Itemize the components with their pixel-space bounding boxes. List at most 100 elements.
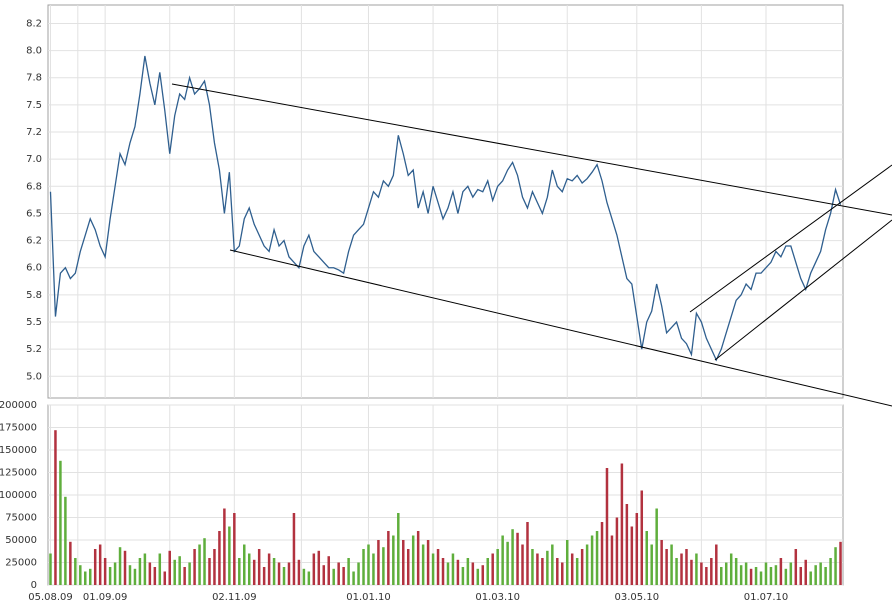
volume-bar <box>213 549 216 585</box>
volume-bar <box>804 559 807 585</box>
volume-bar <box>406 549 410 585</box>
volume-bar <box>54 430 57 585</box>
volume-bar <box>570 553 574 585</box>
volume-bar <box>526 522 529 585</box>
volume-bar <box>342 567 345 585</box>
y-tick-label: 150000 <box>0 445 37 456</box>
y-tick-label: 5.2 <box>26 344 42 355</box>
volume-bar <box>625 504 629 585</box>
y-tick-label: 25000 <box>5 558 37 569</box>
volume-bar <box>153 567 157 585</box>
volume-bar <box>138 558 142 585</box>
x-tick-label: 01.07.10 <box>744 592 789 603</box>
volume-bar <box>118 547 122 585</box>
volume-bar <box>411 535 415 585</box>
volume-bar <box>267 553 271 585</box>
volume-bar <box>759 571 763 585</box>
volume-bar <box>128 565 132 585</box>
y-tick-label: 6.2 <box>26 236 42 247</box>
y-tick-label: 7.8 <box>26 73 42 84</box>
volume-bar <box>332 568 335 585</box>
volume-bar <box>829 558 832 585</box>
trend-line <box>229 249 892 407</box>
volume-bar <box>511 529 514 585</box>
trend-line <box>689 164 892 313</box>
volume-bar <box>108 567 112 585</box>
y-tick-label: 100000 <box>0 490 37 501</box>
volume-bar <box>272 558 276 585</box>
y-tick-label: 6.5 <box>26 208 42 219</box>
volume-bar <box>307 571 311 585</box>
y-tick-label: 7.2 <box>26 127 42 138</box>
volume-bar <box>546 550 549 585</box>
volume-bar <box>819 562 822 585</box>
y-tick-label: 6.8 <box>26 181 42 192</box>
volume-bar <box>123 550 127 585</box>
trend-line <box>171 83 892 216</box>
volume-bar <box>670 544 673 585</box>
volume-bar <box>297 559 301 585</box>
volume-bar <box>113 562 117 585</box>
volume-bar <box>252 559 256 585</box>
y-tick-label: 8.0 <box>26 46 42 57</box>
volume-bar <box>784 568 788 585</box>
volume-bar <box>277 562 281 585</box>
volume-bar <box>357 562 360 585</box>
volume-bar <box>471 562 475 585</box>
volume-bar <box>744 562 748 585</box>
volume-bar <box>799 567 803 585</box>
y-tick-label: 0 <box>31 580 37 591</box>
volume-bar <box>595 531 599 585</box>
volume-bar <box>98 544 102 585</box>
volume-bar <box>556 558 559 585</box>
x-tick-label: 02.11.09 <box>212 592 257 603</box>
volume-bar <box>789 562 793 585</box>
volume-bar <box>565 540 569 585</box>
volume-bar <box>764 562 768 585</box>
volume-bar <box>84 571 87 585</box>
volume-bar <box>426 540 430 585</box>
volume-bar <box>312 553 316 585</box>
volume-bar <box>158 553 162 585</box>
volume-bar <box>769 567 773 585</box>
volume-bar <box>675 558 678 585</box>
volume-bar <box>620 463 624 585</box>
volume-bar <box>317 550 321 585</box>
volume-bar <box>421 544 425 585</box>
volume-bar <box>456 559 460 585</box>
volume-bar <box>705 567 708 585</box>
volume-bar <box>173 559 176 585</box>
volume-bar <box>521 544 524 585</box>
volume-bar <box>496 549 499 585</box>
volume-bar <box>382 547 385 585</box>
volume-bar <box>710 558 713 585</box>
volume-bar <box>441 558 445 585</box>
volume-bar <box>367 544 370 585</box>
volume-bar <box>257 549 261 585</box>
volume-bar <box>372 553 375 585</box>
volume-bar <box>168 550 171 585</box>
volume-bar <box>590 535 594 585</box>
volume-bar <box>724 562 728 585</box>
price-line <box>49 55 842 362</box>
volume-bar <box>218 531 221 585</box>
volume-bar <box>695 553 698 585</box>
y-tick-label: 5.0 <box>26 371 42 382</box>
volume-bar <box>228 526 231 585</box>
volume-bar <box>59 460 62 585</box>
volume-bar <box>749 568 753 585</box>
volume-bar <box>541 558 544 585</box>
volume-bar <box>143 553 147 585</box>
volume-bar <box>635 513 639 585</box>
volume-bar <box>262 567 266 585</box>
volume-bar <box>680 553 683 585</box>
volume-bar <box>292 513 296 585</box>
x-tick-label: 01.01.10 <box>346 592 391 603</box>
volume-bar <box>824 567 827 585</box>
x-tick-label: 01.03.10 <box>475 592 520 603</box>
marks <box>49 55 842 585</box>
volume-bar <box>188 562 191 585</box>
volume-bar <box>322 565 326 585</box>
